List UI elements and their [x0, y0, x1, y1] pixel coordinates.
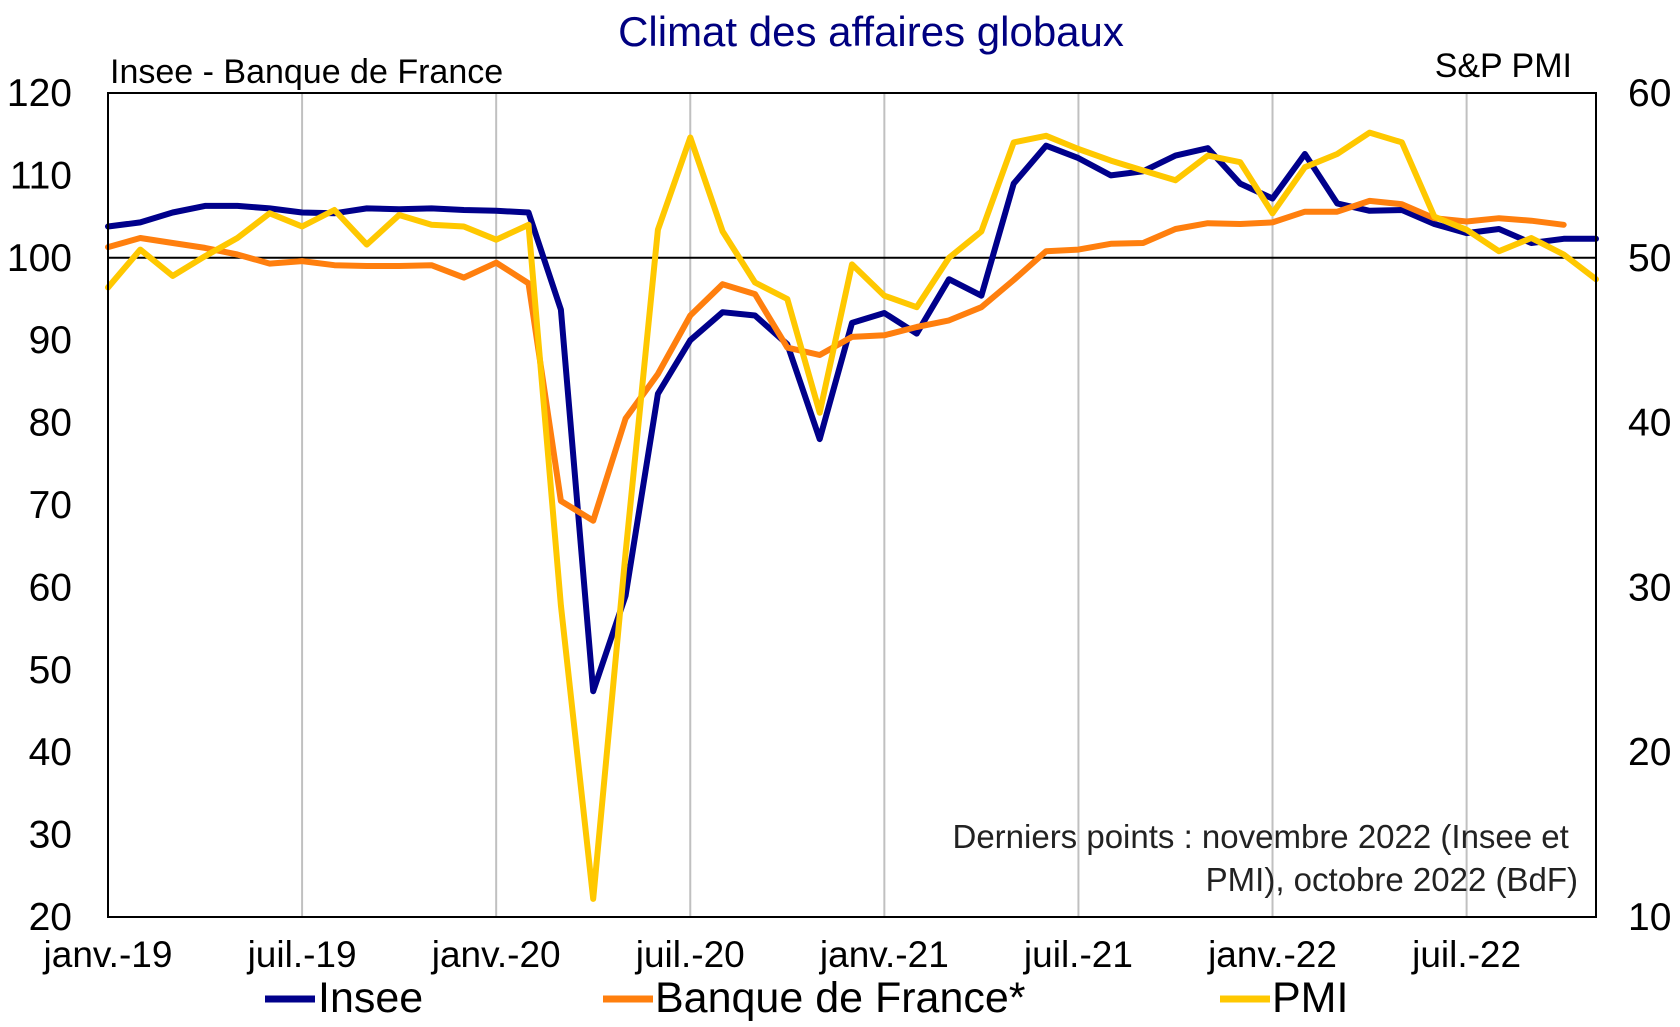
- legend-label-pmi: PMI: [1272, 974, 1348, 1022]
- annotation-line-1: Derniers points : novembre 2022 (Insee e…: [952, 818, 1568, 855]
- left-axis: 20 30 40 50 60 70 80 90 100 110 120: [7, 72, 72, 939]
- legend-item-insee: Insee: [265, 974, 423, 1022]
- left-tick-label: 100: [7, 237, 72, 280]
- left-tick-label: 90: [29, 319, 72, 362]
- x-tick-label: juil.-21: [1023, 934, 1133, 975]
- left-tick-label: 50: [29, 649, 72, 692]
- left-tick-label: 20: [29, 896, 72, 939]
- x-tick-label: juil.-19: [247, 934, 357, 975]
- legend-label-banque-de-france: Banque de France*: [655, 974, 1026, 1022]
- right-tick-label: 10: [1628, 896, 1671, 939]
- x-tick-label: juil.-20: [635, 934, 745, 975]
- legend-item-banque-de-france: Banque de France*: [603, 974, 1026, 1022]
- right-axis-title: S&P PMI: [1435, 47, 1572, 85]
- x-axis: janv.-19 juil.-19 janv.-20 juil.-20 janv.-21…: [43, 934, 1522, 975]
- x-tick-label: janv.-21: [819, 934, 949, 975]
- left-tick-label: 60: [29, 566, 72, 609]
- series-line-pmi: [105, 129, 1599, 902]
- left-tick-label: 80: [29, 402, 72, 445]
- legend-label-insee: Insee: [318, 974, 423, 1022]
- series-line-insee: [105, 142, 1599, 695]
- right-axis: 10 20 30 40 50 60: [1628, 72, 1671, 939]
- left-tick-label: 120: [7, 72, 72, 115]
- right-tick-label: 40: [1628, 402, 1671, 445]
- left-axis-title: Insee - Banque de France: [110, 53, 503, 91]
- x-tick-label: juil.-22: [1411, 934, 1521, 975]
- annotation-line-2: PMI), octobre 2022 (BdF): [1206, 861, 1578, 898]
- annotation-note: Derniers points : novembre 2022 (Insee e…: [952, 818, 1578, 898]
- legend: Insee Banque de France* PMI: [265, 974, 1348, 1022]
- left-tick-label: 40: [29, 731, 72, 774]
- series-layer: [105, 129, 1599, 902]
- legend-item-pmi: PMI: [1220, 974, 1348, 1022]
- left-tick-label: 70: [29, 484, 72, 527]
- right-tick-label: 60: [1628, 72, 1671, 115]
- x-tick-label: janv.-20: [431, 934, 561, 975]
- left-tick-label: 110: [10, 154, 72, 197]
- chart-title: Climat des affaires globaux: [618, 8, 1124, 55]
- plot-area-frame: [107, 92, 1597, 918]
- right-tick-label: 20: [1628, 731, 1671, 774]
- x-tick-label: janv.-22: [1207, 934, 1337, 975]
- series-line-banque-de-france: [105, 197, 1567, 524]
- right-tick-label: 50: [1628, 237, 1671, 280]
- x-tick-label: janv.-19: [43, 934, 173, 975]
- left-tick-label: 30: [29, 814, 72, 857]
- right-tick-label: 30: [1628, 566, 1671, 609]
